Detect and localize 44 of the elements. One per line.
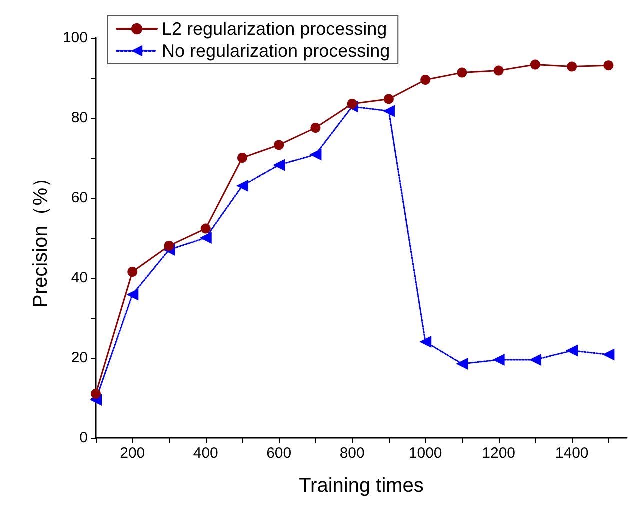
legend-label: No regularization processing xyxy=(162,41,390,61)
point xyxy=(420,336,432,348)
point xyxy=(91,389,101,399)
point xyxy=(567,62,578,72)
point xyxy=(273,159,286,172)
x-tick-label: 200 xyxy=(120,445,146,462)
point xyxy=(530,60,540,70)
x-tick-label: 400 xyxy=(193,445,218,462)
y-tick-label: 80 xyxy=(71,110,88,126)
point xyxy=(384,94,394,104)
point xyxy=(310,148,322,161)
point xyxy=(494,66,504,76)
x-tick-label: 1400 xyxy=(555,445,589,462)
point xyxy=(236,180,248,192)
point xyxy=(382,105,395,118)
x-axis-title: Training times xyxy=(299,475,424,497)
point xyxy=(457,68,468,78)
x-tick-label: 800 xyxy=(340,445,365,462)
y-tick-label: 0 xyxy=(80,430,88,446)
x-tick-label: 600 xyxy=(266,445,292,462)
point xyxy=(604,60,614,71)
point xyxy=(347,99,358,109)
y-tick-label: 60 xyxy=(71,190,88,206)
point xyxy=(237,153,248,163)
x-tick-label: 1200 xyxy=(482,445,516,462)
point xyxy=(164,241,174,251)
y-tick-label: 100 xyxy=(62,30,88,46)
point xyxy=(456,358,468,370)
y-tick-label: 40 xyxy=(71,270,88,286)
point xyxy=(274,140,284,150)
point xyxy=(126,288,139,301)
point xyxy=(529,354,542,366)
point xyxy=(200,232,212,244)
point xyxy=(420,75,431,85)
point xyxy=(492,354,505,366)
legend-label: L2 regularization processing xyxy=(162,19,388,39)
point xyxy=(566,344,578,357)
point xyxy=(602,348,615,361)
x-tick-label: 1000 xyxy=(408,445,442,462)
point xyxy=(200,224,211,234)
point xyxy=(128,267,138,277)
y-axis-title: Precision（%） xyxy=(30,168,52,308)
y-tick-label: 20 xyxy=(71,350,88,366)
point xyxy=(310,123,321,133)
